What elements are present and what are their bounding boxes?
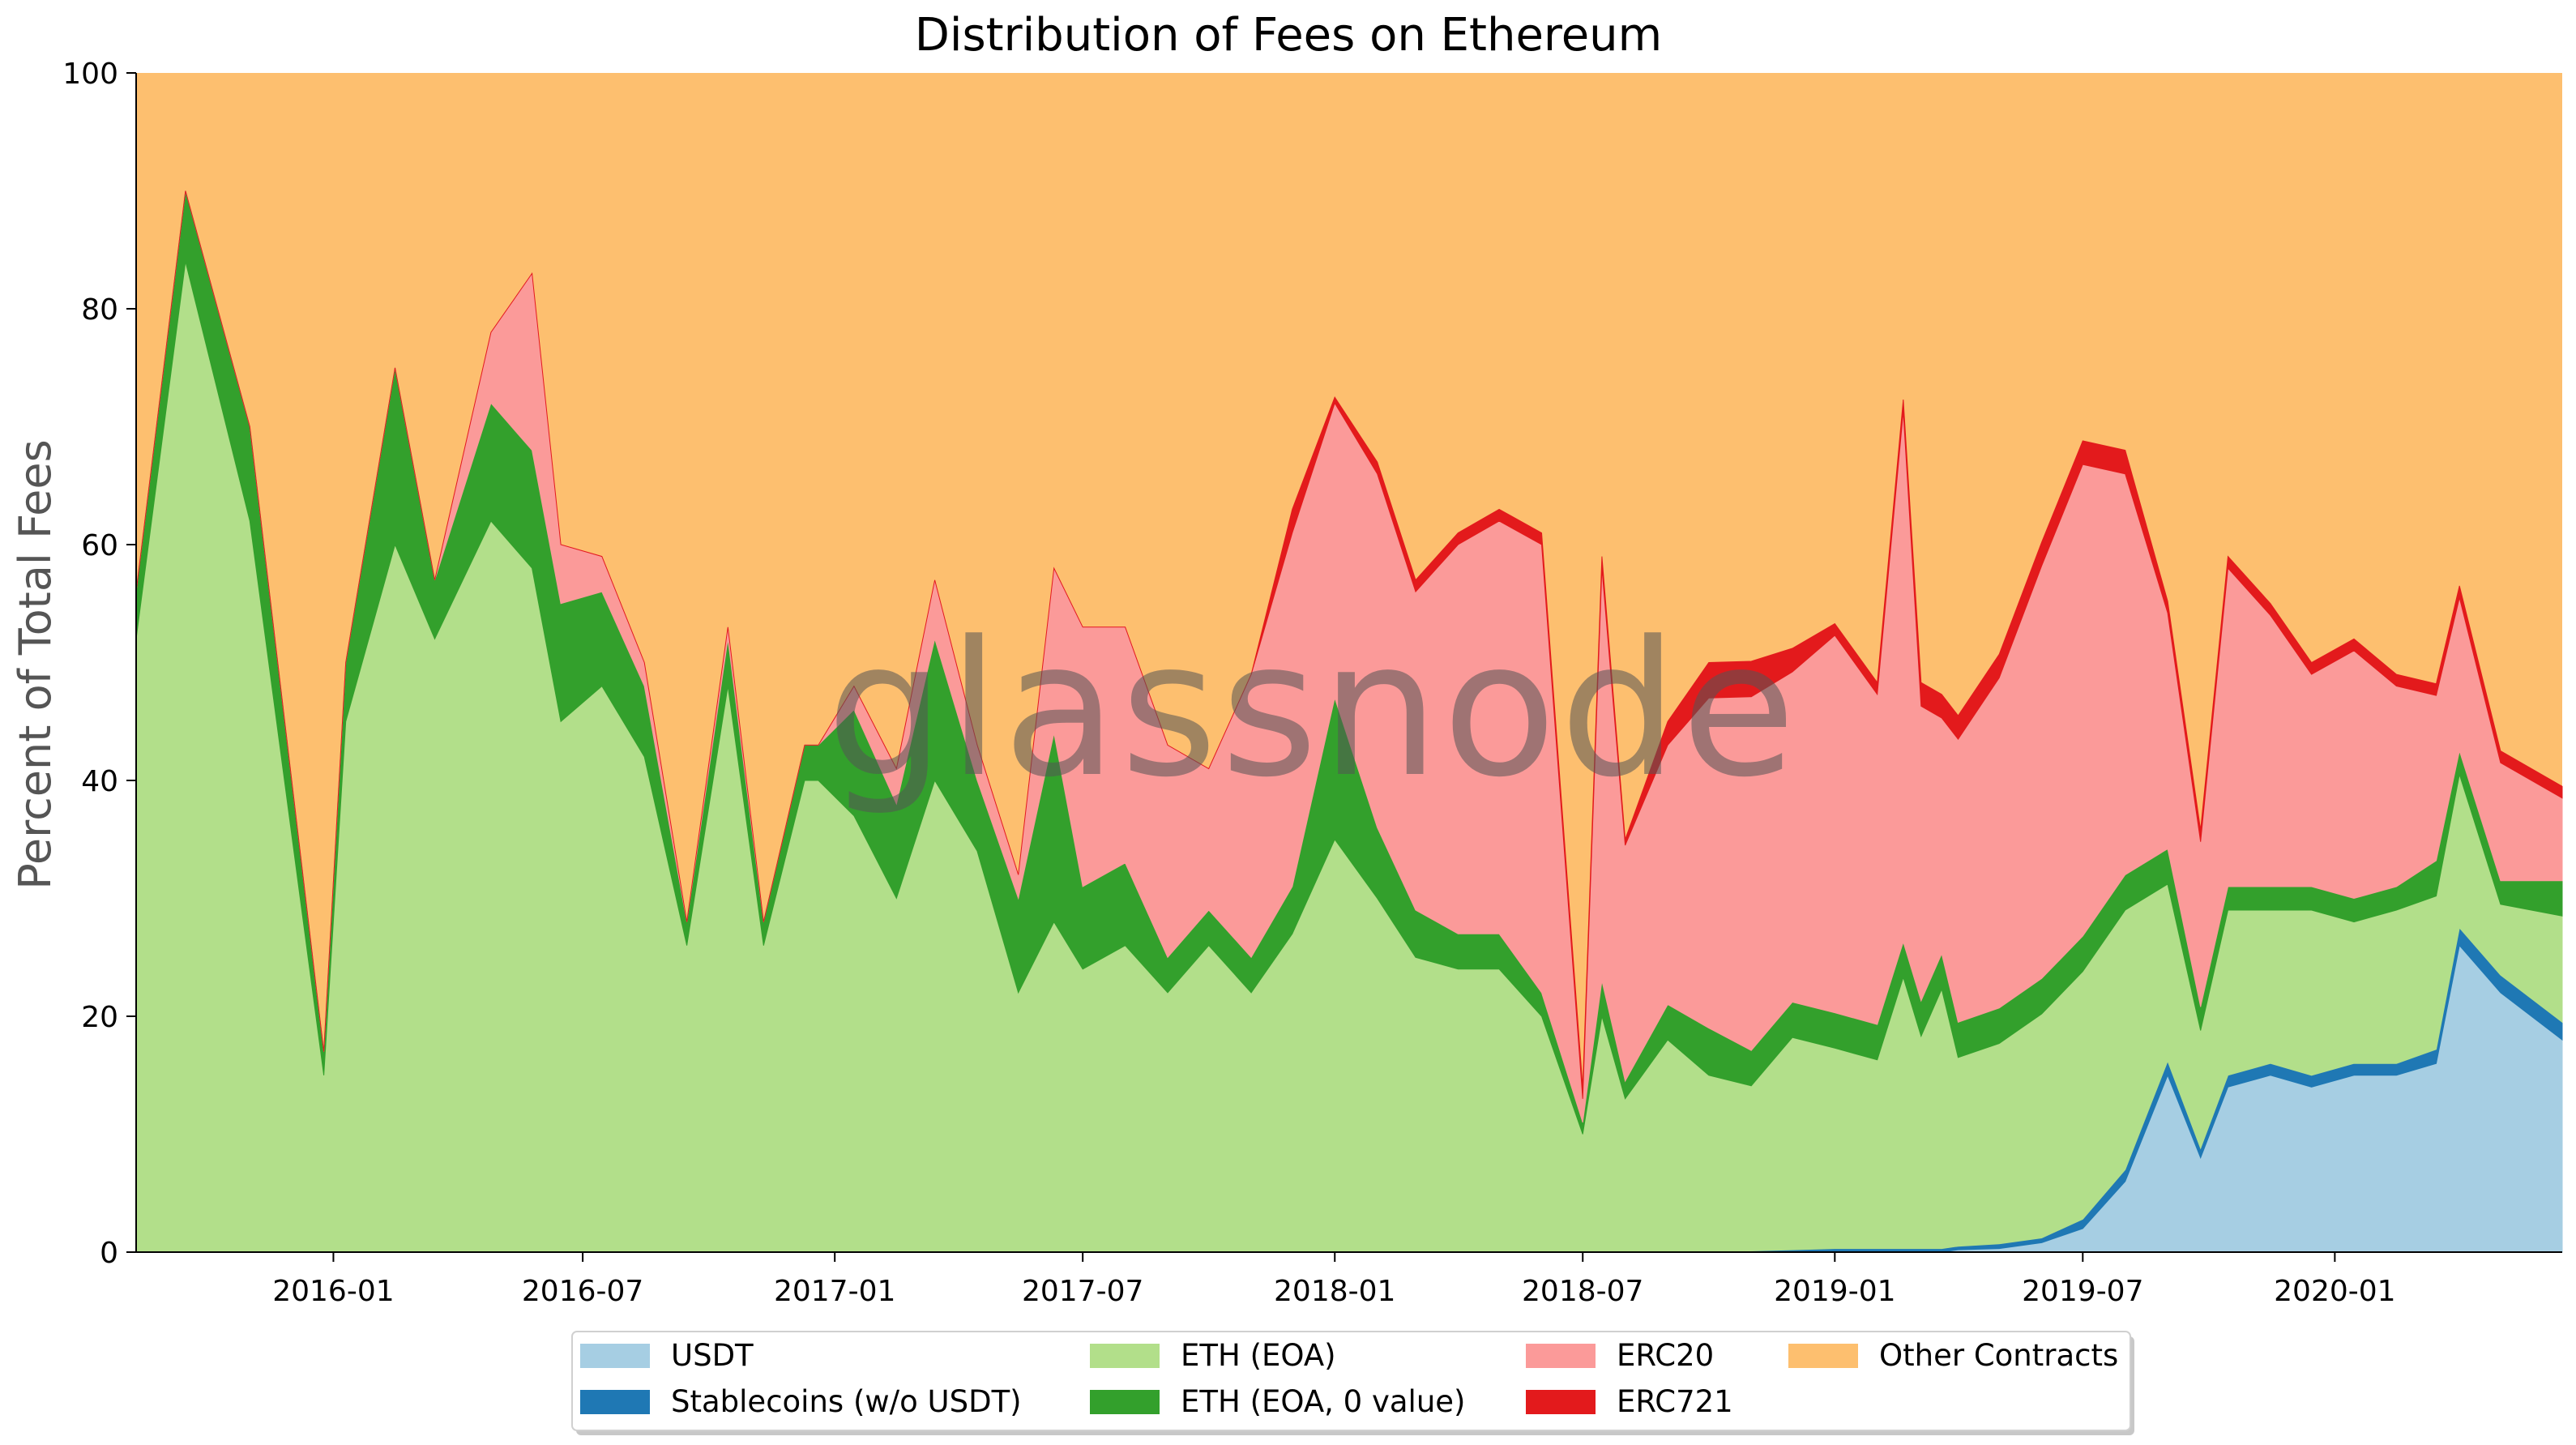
legend: USDT Stablecoins (w/o USDT) ETH (EOA) ETH (… bbox=[571, 1331, 2134, 1435]
y-tick-label: 20 bbox=[81, 1001, 118, 1034]
legend-swatch-usdt bbox=[580, 1344, 650, 1368]
legend-label-usdt: USDT bbox=[671, 1338, 754, 1373]
legend-label-erc20: ERC20 bbox=[1617, 1338, 1714, 1373]
x-tick-label: 2018-01 bbox=[1274, 1275, 1395, 1308]
x-tick-label: 2017-07 bbox=[1022, 1275, 1143, 1308]
legend-swatch-erc721 bbox=[1526, 1390, 1596, 1414]
y-tick-label: 40 bbox=[81, 765, 118, 798]
legend-box bbox=[571, 1331, 2131, 1431]
chart-title: Distribution of Fees on Ethereum bbox=[915, 9, 1662, 62]
stacked-areas bbox=[135, 73, 2563, 1253]
x-tick-label: 2018-07 bbox=[1522, 1275, 1643, 1308]
x-tick-label: 2016-01 bbox=[272, 1275, 394, 1308]
y-axis-label: Percent of Total Fees bbox=[10, 439, 61, 890]
legend-label-erc721: ERC721 bbox=[1617, 1384, 1733, 1419]
x-tick-label: 2016-07 bbox=[522, 1275, 643, 1308]
y-tick-label: 60 bbox=[81, 529, 118, 562]
x-tick-label: 2019-07 bbox=[2022, 1275, 2143, 1308]
axes: 0 20 40 60 80 100 2016-01 2016-07 2017-01 2017-07… bbox=[62, 58, 2562, 1308]
legend-label-eth-eoa-0-value: ETH (EOA, 0 value) bbox=[1181, 1384, 1465, 1419]
plot-area: glassnode 0 20 40 60 80 100 2016-01 2016-07 2017… bbox=[62, 58, 2563, 1308]
legend-swatch-erc20 bbox=[1526, 1344, 1596, 1368]
legend-swatch-eth-eoa bbox=[1090, 1344, 1160, 1368]
y-tick-label: 100 bbox=[62, 58, 118, 91]
y-tick-label: 0 bbox=[100, 1237, 118, 1270]
x-tick-label: 2017-01 bbox=[774, 1275, 895, 1308]
watermark-text: glassnode bbox=[827, 602, 1800, 819]
series-area-erc721 bbox=[135, 190, 2563, 1099]
y-tick-label: 80 bbox=[81, 293, 118, 327]
legend-label-stablecoins-w-o-usdt: Stablecoins (w/o USDT) bbox=[671, 1384, 1022, 1419]
legend-label-eth-eoa: ETH (EOA) bbox=[1181, 1338, 1336, 1373]
x-tick-label: 2019-01 bbox=[1774, 1275, 1895, 1308]
legend-swatch-eth-eoa-0-value bbox=[1090, 1390, 1160, 1414]
x-tick-label: 2020-01 bbox=[2274, 1275, 2395, 1308]
legend-swatch-stablecoins-w-o-usdt bbox=[580, 1390, 650, 1414]
legend-label-other-contracts: Other Contracts bbox=[1879, 1338, 2118, 1373]
legend-swatch-other-contracts bbox=[1788, 1344, 1858, 1368]
